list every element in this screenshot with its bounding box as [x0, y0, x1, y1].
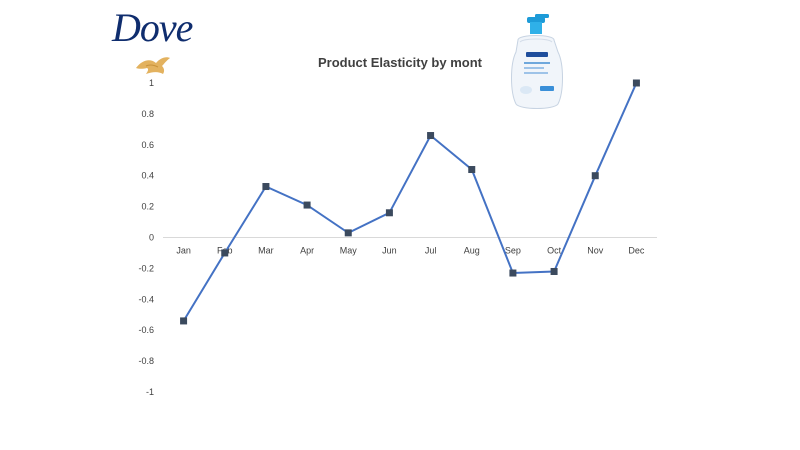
dove-logo: Dove [112, 6, 212, 78]
x-tick-label: May [340, 246, 358, 256]
x-tick-label: Sep [505, 246, 521, 256]
x-tick-label: Oct [547, 246, 562, 256]
data-point-marker [221, 249, 229, 257]
y-tick-label: -0.2 [138, 263, 154, 273]
y-tick-label: 0.2 [141, 202, 154, 212]
y-tick-label: 0 [149, 233, 154, 243]
x-tick-label: Jul [425, 246, 437, 256]
y-tick-label: 0.4 [141, 171, 154, 181]
x-tick-label: Nov [587, 246, 604, 256]
chart-title: Product Elasticity by mont [318, 55, 482, 70]
y-tick-label: -0.8 [138, 356, 154, 366]
data-point-marker [509, 269, 517, 277]
y-tick-label: -0.6 [138, 325, 154, 335]
data-point-marker [262, 183, 270, 191]
data-point-marker [385, 209, 393, 217]
x-tick-label: Dec [628, 246, 645, 256]
y-axis-tick-labels: 1 0.8 0.6 0.4 0.2 0 -0.2 -0.4 -0.6 -0.8 -1 [138, 78, 154, 397]
data-point-marker [344, 229, 352, 237]
dove-bird-icon [136, 57, 170, 74]
y-tick-label: 1 [149, 78, 154, 88]
data-point-marker [468, 166, 476, 174]
x-axis-tick-labels: JanFebMarAprMayJunJulAugSepOctNovDec [176, 246, 645, 256]
x-tick-label: Jun [382, 246, 397, 256]
y-tick-label: 0.8 [141, 109, 154, 119]
y-tick-label: -0.4 [138, 294, 154, 304]
logo-wordmark: Dove [112, 5, 193, 50]
y-tick-label: -1 [146, 387, 154, 397]
x-tick-label: Mar [258, 246, 274, 256]
y-tick-label: 0.6 [141, 140, 154, 150]
series-line [182, 82, 638, 322]
dove-bottle-image [511, 14, 563, 109]
series-markers [180, 79, 640, 325]
data-point-marker [180, 317, 188, 325]
data-point-marker [550, 267, 558, 275]
x-tick-label: Aug [464, 246, 480, 256]
data-point-marker [591, 172, 599, 180]
data-point-marker [632, 79, 640, 87]
data-point-marker [303, 201, 311, 209]
x-tick-label: Apr [300, 246, 314, 256]
data-point-marker [427, 132, 435, 140]
x-tick-label: Jan [176, 246, 191, 256]
